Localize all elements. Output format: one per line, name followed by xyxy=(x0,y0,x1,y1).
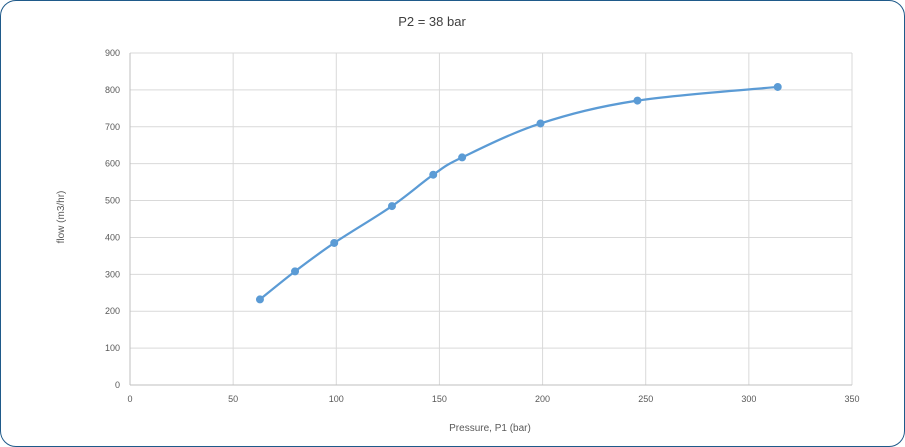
x-axis-title: Pressure, P1 (bar) xyxy=(449,423,531,434)
data-point xyxy=(429,170,438,179)
y-tick-label: 300 xyxy=(105,269,120,279)
y-tick-label: 400 xyxy=(105,232,120,242)
data-point xyxy=(255,295,264,304)
series-line xyxy=(259,85,778,301)
x-tick-label: 250 xyxy=(638,394,653,404)
x-tick-label: 0 xyxy=(127,394,132,404)
y-tick-label: 900 xyxy=(105,48,120,58)
x-tick-label: 350 xyxy=(844,394,859,404)
data-point xyxy=(458,153,467,162)
chart-title: P2 = 38 bar xyxy=(398,14,466,29)
y-tick-labels: 0 100 200 300 400 500 600 700 800 900 xyxy=(105,48,120,390)
x-tick-label: 100 xyxy=(329,394,344,404)
x-tick-label: 150 xyxy=(432,394,447,404)
x-tick-label: 300 xyxy=(741,394,756,404)
data-point xyxy=(536,119,545,128)
x-tick-label: 50 xyxy=(228,394,238,404)
series-group xyxy=(255,82,782,304)
y-tick-label: 800 xyxy=(105,85,120,95)
y-tick-label: 100 xyxy=(105,343,120,353)
gridlines xyxy=(130,52,853,385)
y-axis-title: flow (m3/hr) xyxy=(56,191,67,244)
data-point xyxy=(291,267,300,276)
y-tick-label: 700 xyxy=(105,122,120,132)
axes xyxy=(129,53,852,386)
data-point xyxy=(330,238,339,247)
x-tick-labels: 0 50 100 150 200 250 300 350 xyxy=(127,394,859,404)
y-tick-label: 600 xyxy=(105,159,120,169)
y-tick-label: 0 xyxy=(115,380,120,390)
data-point xyxy=(773,82,782,91)
data-point xyxy=(387,202,396,211)
data-point xyxy=(633,96,642,105)
y-tick-label: 200 xyxy=(105,306,120,316)
y-tick-label: 500 xyxy=(105,196,120,206)
x-tick-label: 200 xyxy=(535,394,550,404)
